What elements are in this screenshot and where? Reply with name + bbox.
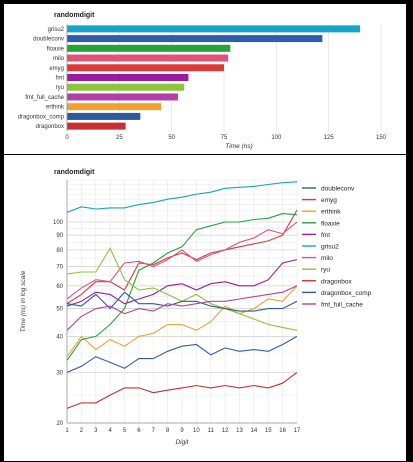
bar [67,64,224,72]
x-tick-label: 3 [94,428,98,434]
series-line-grisu2 [67,181,297,213]
category-label: erthink [46,105,65,111]
bar-chart-panel: randomdigit 0 25 50 75 100 125 150 grisu2 double… [4,4,406,154]
x-tick-label: 11 [208,428,215,434]
legend-label: dragonbox [321,278,352,285]
series-line-floaxie [67,213,297,361]
bar [67,103,162,111]
x-tick-label: 75 [221,135,228,141]
x-tick-label: 17 [294,428,301,434]
x-tick-label: 2 [80,428,84,434]
category-label: floaxie [47,46,65,52]
y-tick-label: 60 [56,284,63,290]
category-label: dragonbox_comp [18,114,65,120]
y-tick-label: 100 [53,220,64,226]
series-line-emyg [67,209,297,305]
legend-label: floaxie [321,220,340,227]
bar-chart-title: randomdigit [54,12,95,19]
x-axis-label: Digit [175,439,189,446]
series-line-fmt_full_cache [67,285,297,331]
bar [67,44,231,52]
y-tick-label: 70 [56,265,63,271]
bar [67,35,323,43]
x-tick-label: 15 [265,428,272,434]
y-axis-label: Time (ns) in log scale [20,270,27,332]
y-tick-label: 80 [56,248,63,254]
legend-label: fmt [321,232,330,239]
bar [67,25,361,33]
bar [67,54,229,62]
series-line-dragonbox_comp [67,291,297,312]
category-label: emyg [49,66,64,72]
x-tick-label: 125 [324,135,335,141]
series-line-erthink [67,285,297,358]
category-label: fmt_full_cache [25,95,64,101]
x-tick-label: 13 [236,428,243,434]
bar [67,122,126,130]
legend-label: doubleconv [321,186,355,193]
y-tick-label: 20 [56,421,63,427]
legend-label: erthink [321,209,341,216]
series-line-dragonbox [67,371,297,409]
series-line-milo [67,221,297,300]
x-tick-label: 4 [108,428,112,434]
x-tick-label: 14 [251,428,258,434]
x-axis-label: Time (ns) [225,143,252,150]
y-tick-label: 50 [56,307,63,313]
bar [67,112,141,120]
y-tick-label: 30 [56,370,63,376]
x-tick-label: 16 [279,428,286,434]
category-label: doubleconv [33,37,64,43]
x-tick-label: 150 [376,135,387,141]
bar [67,93,178,101]
legend-label: ryu [321,267,330,274]
legend-label: grisu2 [321,244,339,251]
bar-chart: randomdigit 0 25 50 75 100 125 150 grisu2 double… [18,12,387,150]
category-label: dragonbox [36,124,64,130]
x-tick-label: 6 [137,428,141,434]
legend-label: emyg [321,197,337,204]
x-tick-label: 9 [180,428,184,434]
category-label: fmt [56,76,65,82]
series-line-doubleconv [67,335,297,373]
x-tick-label: 5 [123,428,127,434]
category-label: milo [53,56,65,62]
series-line-fmt [67,259,297,307]
legend-label: fmt_full_cache [321,302,363,309]
line-chart-panel: randomdigit 20 30 40 50 60 70 80 90 100 1 2 3 4 5 6 7 8 9… [4,155,406,461]
series-group [67,181,297,409]
x-tick-label: 25 [116,135,123,141]
bar [67,73,189,82]
x-tick-label: 8 [166,428,170,434]
x-tick-label: 0 [65,135,69,141]
legend-label: milo [321,255,333,262]
category-label: ryu [56,85,64,91]
x-tick-label: 12 [222,428,229,434]
x-tick-label: 1 [65,428,69,434]
x-tick-label: 100 [271,135,282,141]
y-tick-label: 40 [56,334,63,340]
y-tick-label: 90 [56,233,63,239]
legend-label: dragonbox_comp [321,290,372,297]
category-label: grisu2 [48,27,65,33]
bar [67,83,185,91]
x-tick-label: 10 [193,428,200,434]
x-tick-label: 7 [152,428,156,434]
line-chart-title: randomdigit [54,169,95,176]
x-tick-label: 50 [168,135,175,141]
